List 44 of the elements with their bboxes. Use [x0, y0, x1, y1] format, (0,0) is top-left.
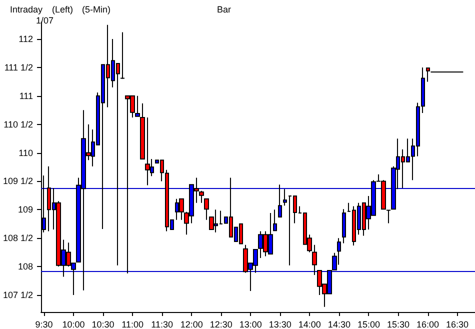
x-tick-label: 12:30	[210, 320, 232, 329]
y-tick-label: 107 1/2	[2, 290, 34, 300]
candlestick	[278, 184, 282, 218]
candlestick	[135, 95, 140, 117]
candlestick	[386, 210, 391, 224]
x-tick-label: 15:30	[386, 320, 410, 329]
x-tick-label: 12:00	[180, 320, 203, 329]
text: Bar	[217, 4, 232, 14]
candlestick	[199, 190, 204, 204]
candlestick	[283, 188, 287, 206]
y-tick-label: 108 1/2	[2, 233, 34, 244]
chart-title: Intraday	[10, 4, 44, 14]
text: (Left)	[52, 4, 74, 14]
x-tick-label: 14:30	[328, 320, 350, 329]
x-tick-label: 15:00	[357, 320, 380, 329]
candlestick	[342, 208, 346, 244]
y-tick-label: 110	[18, 148, 34, 158]
text: (5-Min)	[82, 4, 110, 14]
x-tick-label: 10:30	[92, 320, 114, 329]
candlestick	[273, 209, 277, 232]
x-tick-label: 11:30	[151, 320, 173, 329]
x-tick-label: 13:00	[239, 320, 262, 329]
y-tick-label: 109	[18, 204, 34, 215]
candlestick	[426, 68, 430, 82]
chart-subtitle: 1/07	[36, 16, 54, 26]
y-tick-label: 108	[18, 262, 34, 272]
x-tick-label: 10:00	[62, 320, 85, 329]
x-tick-label: 14:00	[298, 320, 321, 329]
x-tick-label: 16:30	[446, 320, 469, 329]
candlestick	[140, 102, 145, 160]
x-tick-label: 13:30	[268, 320, 292, 329]
x-tick-label: 11:00	[122, 320, 144, 329]
y-tick-label: 112	[18, 34, 34, 44]
candlestick	[145, 117, 150, 186]
y-tick-label: 110 1/2	[4, 119, 34, 130]
candlestick	[179, 198, 184, 220]
candlestick	[120, 32, 125, 80]
y-tick-label: 109 1/2	[2, 176, 34, 186]
candlestick	[204, 198, 209, 220]
x-tick-label: 16:00	[416, 320, 440, 329]
x-tick-label: 9:30	[35, 320, 53, 329]
y-tick-label: 111	[19, 90, 34, 101]
candlestick	[312, 244, 317, 276]
y-tick-label: 111 1/2	[4, 62, 34, 72]
